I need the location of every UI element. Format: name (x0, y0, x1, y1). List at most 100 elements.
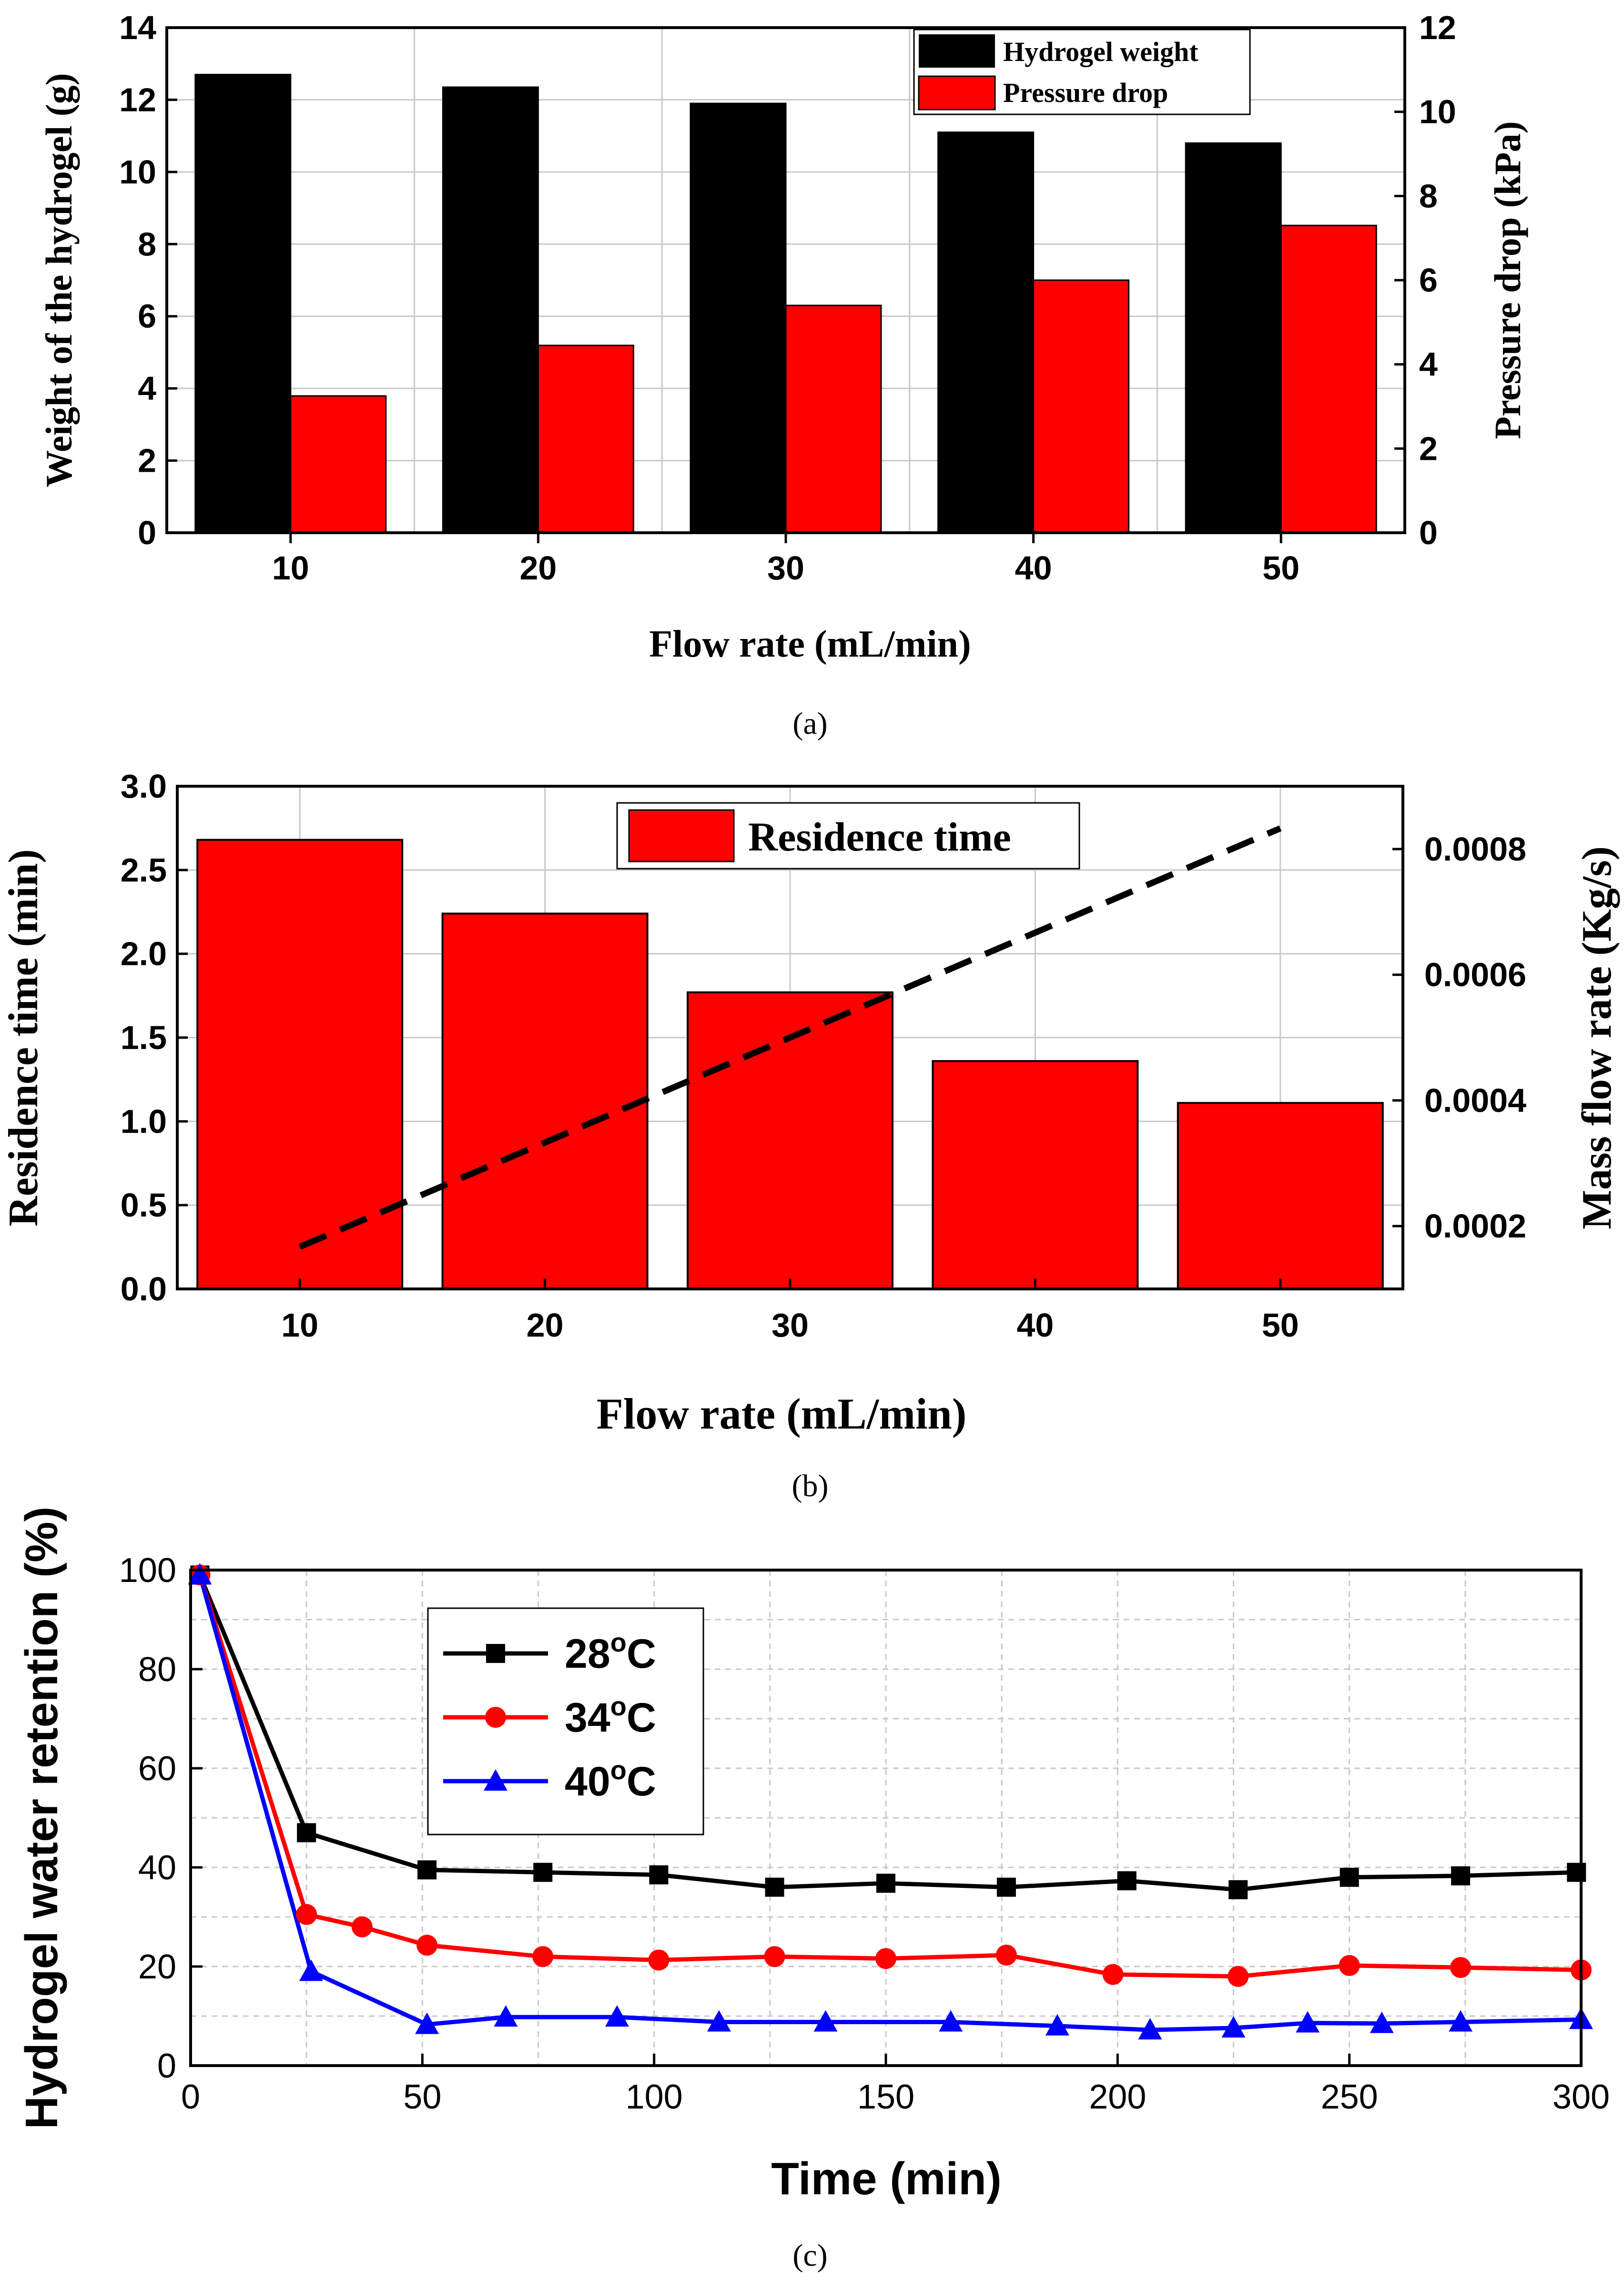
data-point-40C (494, 2005, 518, 2027)
data-point-34C (995, 1945, 1017, 1966)
y-right-tick-label: 0.0002 (1424, 1207, 1526, 1245)
caption-b: (b) (792, 1469, 829, 1503)
x-tick-label: 30 (771, 1307, 809, 1344)
x-tick-label: 0 (181, 2078, 200, 2116)
legend-swatch-residence-time (628, 809, 735, 862)
panel-a-y-right-label: Pressure drop (kPa) (1487, 121, 1528, 439)
data-point-40C (707, 2010, 731, 2032)
bar-pressure-drop (785, 304, 882, 534)
legend-label-degree: o (610, 1755, 627, 1785)
y-tick-label: 0 (157, 2047, 176, 2085)
data-point-34C (296, 1904, 317, 1925)
y-tick-label: 2.5 (121, 852, 167, 889)
y-right-tick-label: 2 (1419, 430, 1438, 467)
data-point-34C (875, 1948, 896, 1969)
legend-label-pressure-drop: Pressure drop (1003, 77, 1168, 108)
caption-a: (a) (792, 706, 827, 741)
legend-label-40C: 40oC (565, 1755, 656, 1805)
data-point-40C (1138, 2018, 1162, 2040)
data-point-28C (417, 1860, 437, 1880)
y-right-tick-label: 8 (1419, 177, 1438, 214)
bar-hydrogel-weight (442, 86, 539, 534)
data-point-40C (1296, 2011, 1320, 2033)
y-tick-label: 1.0 (121, 1103, 167, 1140)
line-series-28C (198, 1574, 1577, 1892)
y-tick-label: 14 (119, 9, 156, 46)
y-right-tick-label: 10 (1419, 93, 1456, 131)
data-point-40C (415, 2012, 439, 2034)
x-tick-label: 100 (626, 2078, 683, 2116)
data-point-40C (188, 1563, 212, 1585)
bar-hydrogel-weight (690, 102, 787, 534)
y-tick-label: 20 (138, 1948, 176, 1986)
legend-label-residence-time: Residence time (748, 814, 1011, 860)
y-tick-label: 80 (138, 1651, 176, 1689)
data-point-40C (1045, 2014, 1069, 2036)
panel-c-x-label: Time (min) (771, 2153, 1002, 2204)
panel-b-chart: 0.0 0.5 1.0 1.5 2.0 2.5 3.0 0.0002 0.0004 0.0006 0… (0, 768, 1620, 1438)
y-right-tick-label: 12 (1419, 9, 1456, 46)
panel-c-y-label: Hydrogel water retention (%) (16, 1507, 67, 2129)
x-tick-label: 10 (281, 1307, 318, 1344)
bar-hydrogel-weight (1185, 142, 1282, 534)
panel-c-legend-box (427, 1607, 704, 1835)
y-tick-label: 60 (138, 1750, 176, 1788)
panel-b-x-label: Flow rate (mL/min) (597, 1389, 967, 1438)
y-tick-label: 100 (119, 1551, 176, 1590)
x-tick-label: 150 (857, 2078, 914, 2116)
data-point-34C (1339, 1955, 1360, 1976)
y-tick-label: 3.0 (121, 768, 167, 805)
panel-b-ticks: 0.0 0.5 1.0 1.5 2.0 2.5 3.0 0.0002 0.0004 0.0006 0… (121, 768, 1526, 1344)
panel-a-legend: Hydrogel weight Pressure drop (913, 29, 1251, 115)
data-point-34C (648, 1949, 670, 1971)
legend-label-degree: o (610, 1691, 627, 1721)
data-point-40C (939, 2010, 963, 2032)
data-point-28C (1567, 1863, 1586, 1882)
data-point-34C (1450, 1957, 1472, 1978)
bar-residence-time (932, 1060, 1139, 1290)
line-series-34C (198, 1574, 1582, 1979)
y-tick-label: 0 (138, 514, 156, 551)
bar-residence-time (196, 839, 404, 1290)
y-tick-label: 0.5 (121, 1186, 167, 1224)
data-point-34C (764, 1946, 785, 1967)
y-tick-label: 10 (119, 153, 156, 191)
bar-pressure-drop (290, 395, 387, 534)
y-right-tick-label: 0 (1419, 514, 1438, 551)
x-tick-label: 10 (272, 549, 309, 587)
legend-label-unit: C (627, 1631, 656, 1677)
y-tick-label: 2.0 (121, 935, 167, 973)
panel-b-legend: Residence time (616, 802, 1080, 870)
legend-marker-40C (484, 1769, 508, 1791)
panel-b-bars (196, 839, 1384, 1290)
data-point-34C (351, 1916, 373, 1937)
legend-label-unit: C (627, 1759, 656, 1805)
legend-label-value: 34 (565, 1695, 610, 1741)
mass-flow-rate-line (298, 825, 1282, 1250)
data-point-34C (1228, 1966, 1249, 1987)
data-point-40C (1221, 2016, 1246, 2038)
bar-pressure-drop (537, 345, 634, 534)
y-right-tick-label: 0.0008 (1424, 831, 1526, 868)
panel-c-chart: 0 50 100 150 200 250 300 0 20 40 60 80 100 Hydrogel … (16, 1507, 1610, 2204)
panel-a-ticks: 0 2 4 6 8 10 12 14 0 2 4 6 8 10 12 10 20 30 40 50 (119, 9, 1456, 587)
y-right-tick-label: 0.0006 (1424, 956, 1526, 994)
legend-marker-28C (486, 1644, 505, 1663)
legend-swatch-hydrogel-weight (919, 34, 995, 68)
bar-residence-time (1177, 1102, 1384, 1290)
data-point-28C (765, 1877, 784, 1897)
y-tick-label: 8 (138, 225, 156, 263)
panel-a-chart: 0 2 4 6 8 10 12 14 0 2 4 6 8 10 12 10 20 30 40 50 Weight of… (38, 9, 1528, 665)
legend-swatch-pressure-drop (918, 75, 996, 111)
data-point-40C (1449, 2010, 1473, 2032)
x-tick-label: 50 (1262, 549, 1299, 587)
legend-label-value: 28 (565, 1631, 610, 1677)
y-tick-label: 1.5 (121, 1019, 167, 1056)
caption-c: (c) (792, 2238, 827, 2273)
data-point-28C (1228, 1880, 1248, 1899)
data-point-34C (1102, 1964, 1124, 1985)
x-tick-label: 30 (767, 549, 804, 587)
data-point-28C (649, 1865, 669, 1885)
data-point-28C (1451, 1866, 1471, 1886)
